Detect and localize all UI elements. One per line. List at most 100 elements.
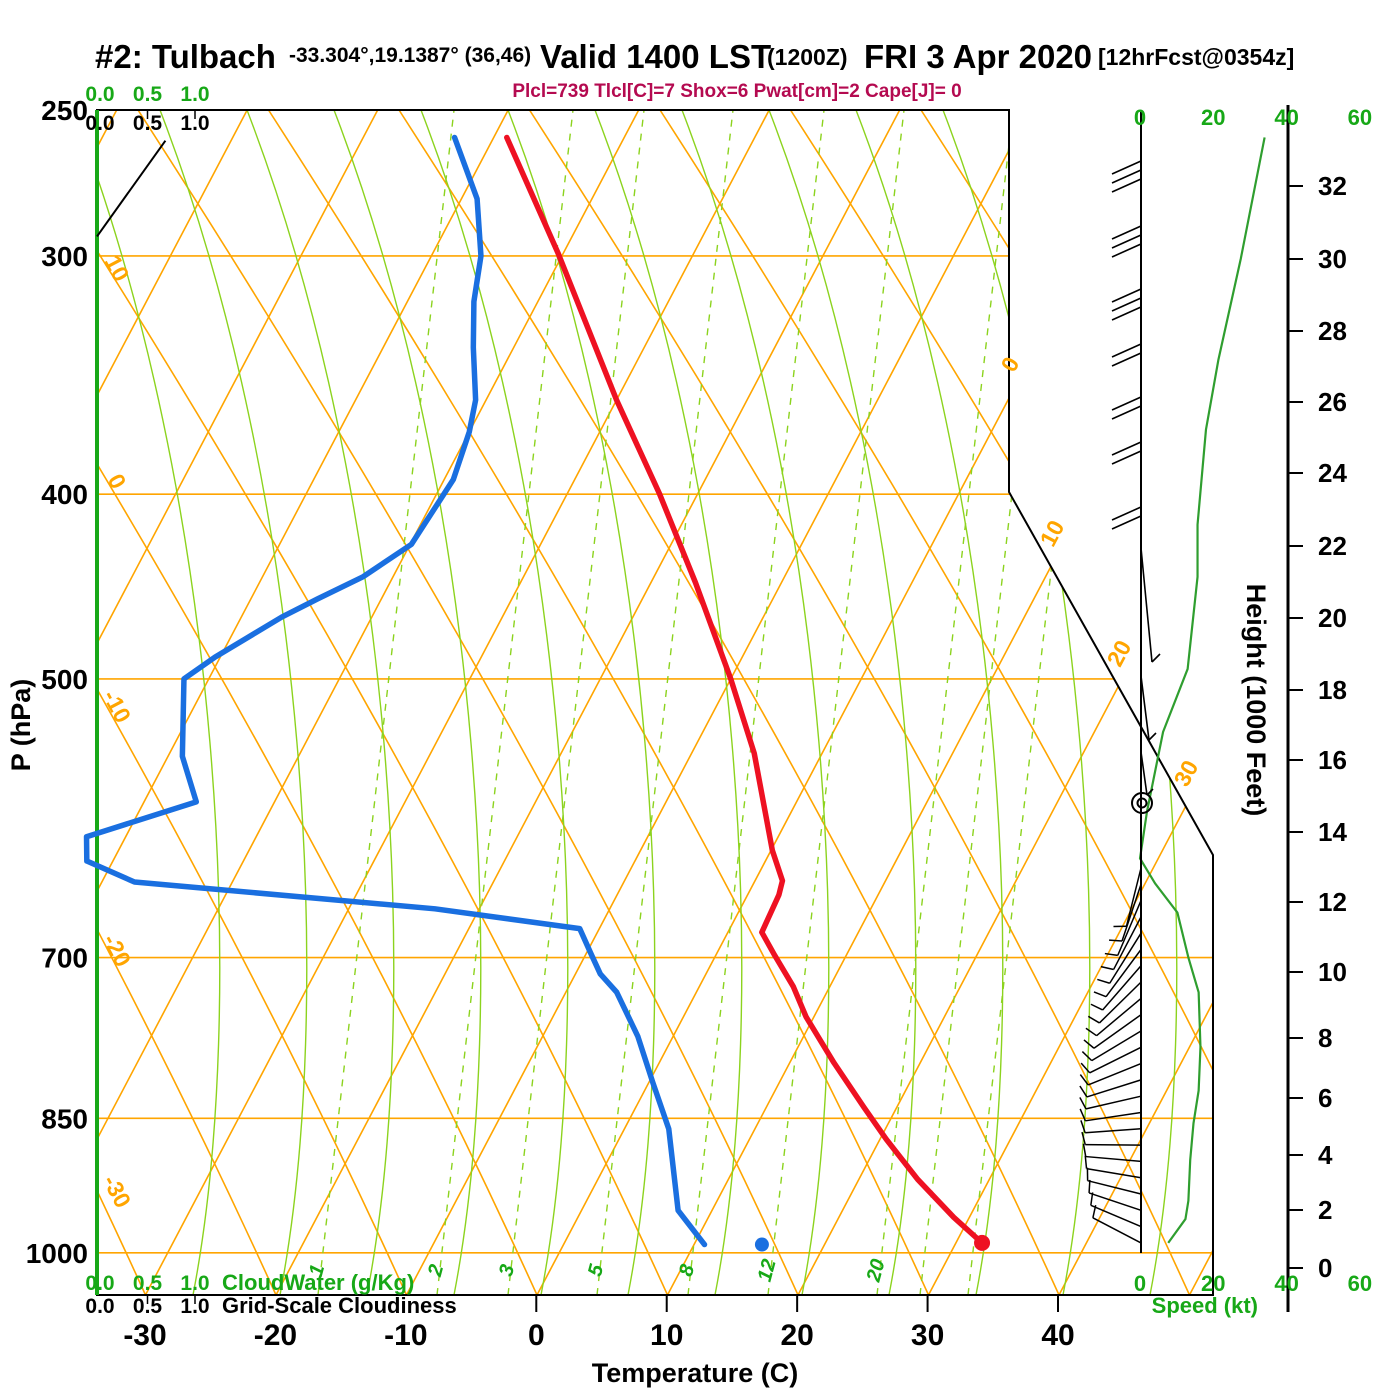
wind-barb-feather [1111, 178, 1142, 193]
height-tick-label: 12 [1318, 887, 1347, 917]
temperature-tick-label: 20 [780, 1319, 813, 1352]
mixing-ratio-line [767, 110, 905, 1295]
height-axis-title: Height (1000 Feet) [1241, 584, 1271, 817]
isotherm-line [275, 110, 901, 1295]
isotherm-line [97, 110, 509, 1295]
cloudwater-scale-bottom: 0.0 [85, 1272, 114, 1295]
dry-adiabat-line [528, 110, 1191, 1295]
wind-barb-shaft [1092, 1217, 1142, 1244]
pressure-tick-label: 850 [41, 1103, 88, 1134]
wind-barb-feather [1111, 396, 1142, 411]
moist-adiabat-line [246, 110, 395, 1295]
wind-barb-feather [1090, 1003, 1103, 1011]
dry-adiabat-line [1181, 110, 1213, 1295]
mixing-ratio-line [596, 110, 734, 1295]
mixing-ratio-line [507, 110, 645, 1295]
pressure-tick-label: 500 [41, 664, 88, 695]
dry-adiabat-line [97, 110, 538, 1295]
isotherm-line [536, 110, 1162, 1295]
wind-barb-shaft [1112, 916, 1142, 970]
dry-adiabat-line [659, 110, 1213, 1295]
pressure-tick-label: 300 [41, 241, 88, 272]
speed-scale-label-top: 40 [1274, 105, 1298, 130]
wind-barb-feather [1082, 1143, 1087, 1157]
plot-border [96, 109, 1214, 1296]
wind-barb-feather [1111, 506, 1142, 521]
isotherm-line [1188, 110, 1213, 1295]
valid-time: Valid 1400 LST [540, 38, 771, 75]
axis-titles: P (hPa) Height (1000 Feet) Temperature (… [6, 584, 1271, 1388]
wind-barb-shaft [1140, 547, 1153, 663]
wind-barb-shaft [1089, 1046, 1142, 1074]
dry-adiabat-line [267, 110, 930, 1295]
mixing-ratio-line [317, 110, 455, 1295]
wind-barb-feather [1084, 1155, 1088, 1169]
dry-adiabat-line [97, 110, 408, 1295]
isotherm-line [797, 110, 1213, 1295]
wind-barb-feather [1111, 450, 1142, 465]
wind-barb-feather [1079, 1074, 1089, 1086]
wind-barb-feather [1097, 978, 1110, 984]
cloudwater-scale-top: 1.0 [180, 83, 209, 106]
wind-barb-feather [1092, 1204, 1097, 1219]
wind-barb-feather [1111, 169, 1142, 184]
speed-axis-title: Speed (kt) [1152, 1293, 1258, 1318]
wind-barb-feather [1085, 1027, 1097, 1037]
speed-scale-label-top: 0 [1134, 105, 1146, 130]
wind-barb-shaft [1117, 900, 1142, 956]
wind-barb-shaft [1109, 932, 1142, 984]
temperature-line [504, 134, 985, 1246]
cloudwater-scale-top: 0.5 [133, 83, 163, 106]
wind-barb-shaft [1093, 1014, 1142, 1049]
station-coords: -33.304°,19.1387° (36,46) [289, 44, 531, 67]
cloud-fraction-line [96, 140, 167, 237]
wind-barb-feather [1111, 306, 1142, 321]
pressure-tick-label: 400 [41, 479, 88, 510]
speed-scale-label-bottom: 20 [1201, 1271, 1225, 1296]
temperature-tick-label: -10 [384, 1319, 427, 1352]
station-title: #2: Tulbach [95, 38, 276, 75]
height-tick-label: 30 [1318, 244, 1347, 274]
surface-temperature-dot [974, 1234, 991, 1251]
calm-wind-circle [1131, 792, 1153, 814]
height-tick-label: 10 [1318, 957, 1347, 987]
wind-barb-feather [1111, 160, 1142, 175]
pressure-tick-label: 250 [41, 95, 88, 126]
wind-barb-shaft [1125, 867, 1142, 927]
wind-barb-feather [1148, 732, 1157, 741]
wind-barb-shaft [1085, 1128, 1142, 1134]
wind-barb-shaft [1096, 997, 1142, 1037]
wind-barb-feather [1087, 1015, 1100, 1024]
wind-barb-feather [1081, 1131, 1086, 1145]
mixing-ratio-label: 20 [862, 1257, 889, 1285]
height-tick-label: 16 [1318, 745, 1347, 775]
wind-barb-feather [1111, 343, 1142, 358]
height-tick-label: 28 [1318, 316, 1347, 346]
wind-barb-feather [1080, 1062, 1091, 1074]
height-tick-label: 22 [1318, 531, 1347, 561]
mixing-ratio-label: 2 [424, 1262, 448, 1279]
calm-wind-circle-inner [1136, 797, 1148, 809]
moist-adiabat-line [942, 110, 1091, 1295]
wind-barb-feather [1080, 1120, 1086, 1133]
wind-barb-shaft [1087, 1179, 1142, 1195]
wind-barb-shaft [1086, 1167, 1142, 1179]
wind-barb-feather [1111, 243, 1142, 258]
wind-barb-shaft [1085, 1095, 1142, 1110]
isotherm-line [97, 110, 248, 1295]
wind-barb-shaft [1090, 1204, 1142, 1228]
isotherm-line [405, 110, 1031, 1295]
height-tick-label: 0 [1318, 1253, 1332, 1283]
wind-barb-feather [1079, 1085, 1088, 1098]
plot-frame [95, 109, 1214, 1296]
moist-adiabat-line [507, 110, 656, 1295]
cloudiness-scale-top: 1.0 [180, 112, 209, 135]
wind-barb-feather [1093, 991, 1107, 998]
moist-adiabat-line [1029, 110, 1178, 1295]
wind-barb-feather [1079, 1108, 1087, 1122]
wind-barb-shaft [1085, 1111, 1142, 1122]
wind-barb-column [1079, 112, 1161, 1253]
wind-barb-shaft [1098, 981, 1142, 1024]
dry-adiabat-line [97, 110, 277, 1295]
